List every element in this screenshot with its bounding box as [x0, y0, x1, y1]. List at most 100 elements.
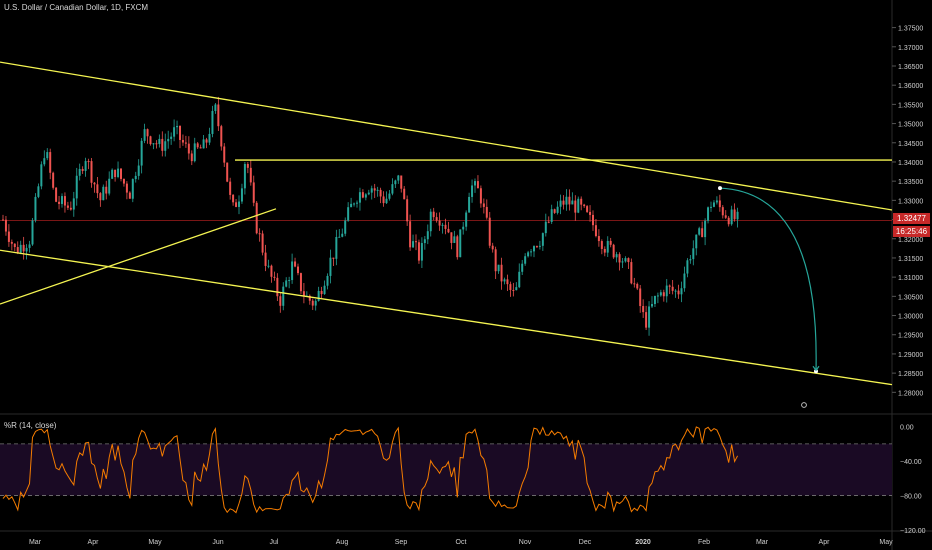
candle-body — [61, 196, 63, 204]
candle-body — [391, 184, 394, 194]
candle-body — [63, 196, 66, 206]
candle-body — [134, 175, 137, 180]
price-tick-label: 1.37000 — [898, 45, 923, 52]
candle-body — [491, 245, 494, 250]
candle-body — [122, 178, 125, 184]
candle-body — [450, 232, 453, 243]
candle-body — [249, 167, 252, 183]
price-tick-label: 1.33500 — [898, 179, 923, 186]
candle-body — [102, 186, 105, 201]
time-axis-label: Mar — [756, 539, 769, 546]
candle-body — [19, 244, 22, 253]
candle-body — [105, 186, 108, 194]
candle-body — [639, 288, 642, 307]
projection-arrow — [812, 365, 820, 372]
price-tick-label: 1.36000 — [898, 83, 923, 90]
candle-body — [376, 189, 379, 191]
candle-body — [276, 277, 279, 297]
candle-body — [314, 300, 317, 306]
candle-body — [264, 252, 267, 266]
candle-body — [329, 257, 332, 276]
candle-body — [258, 233, 261, 235]
candle-body — [456, 236, 459, 258]
indicator-title: %R (14, close) — [4, 421, 57, 430]
candle-body — [683, 273, 686, 289]
candle-body — [347, 207, 350, 221]
candle-body — [527, 252, 530, 257]
candle-body — [75, 175, 78, 199]
candle-body — [603, 248, 606, 253]
candle-body — [674, 290, 677, 292]
candle-body — [320, 290, 323, 295]
candle-body — [179, 125, 181, 140]
candle-body — [131, 179, 134, 199]
candle-body — [229, 181, 232, 195]
candle-body — [677, 290, 680, 295]
wr-tick-label: −80.00 — [900, 494, 922, 501]
candle-body — [125, 183, 128, 193]
candle-body — [471, 185, 474, 197]
candle-body — [246, 164, 249, 168]
candle-body — [184, 142, 187, 144]
candle-body — [500, 264, 503, 282]
candle-body — [574, 200, 577, 213]
candle-body — [562, 200, 565, 205]
candle-body — [199, 147, 202, 149]
candle-body — [474, 181, 476, 186]
candle-body — [78, 169, 81, 176]
candle-body — [96, 184, 99, 194]
candle-body — [353, 203, 356, 205]
candle-body — [373, 188, 376, 191]
candle-body — [279, 296, 282, 306]
price-tick-label: 1.32000 — [898, 237, 923, 244]
price-tick-label: 1.35000 — [898, 122, 923, 129]
candle-body — [409, 221, 412, 248]
candle-body — [317, 290, 320, 301]
candle-body — [680, 288, 683, 295]
price-tick-label: 1.30000 — [898, 314, 923, 321]
price-tick-label: 1.29000 — [898, 352, 923, 359]
candle-body — [335, 236, 338, 259]
candle-body — [93, 182, 96, 185]
candle-body — [568, 196, 571, 205]
candle-body — [128, 192, 131, 199]
candle-body — [645, 312, 648, 328]
price-tick-label: 1.28000 — [898, 390, 923, 397]
candle-body — [485, 206, 488, 218]
time-axis-label: Feb — [698, 539, 710, 546]
candle-body — [364, 194, 367, 198]
time-axis-label: Jun — [212, 539, 223, 546]
candle-body — [155, 143, 158, 145]
candle-body — [544, 221, 547, 234]
candle-body — [323, 285, 326, 295]
candle-body — [226, 162, 229, 182]
candle-body — [99, 193, 102, 201]
chart-title: U.S. Dollar / Canadian Dollar, 1D, FXCM — [4, 3, 149, 12]
candle-body — [459, 229, 462, 258]
candle-body — [476, 181, 479, 189]
candle-body — [618, 254, 621, 263]
candle-body — [556, 206, 559, 213]
candle-body — [223, 146, 226, 163]
candle-body — [482, 203, 485, 207]
candle-body — [594, 225, 597, 237]
candle-body — [34, 196, 37, 221]
candle-body — [190, 153, 193, 162]
candle-body — [671, 286, 674, 291]
candle-body — [550, 209, 553, 222]
candle-body — [435, 217, 438, 221]
candle-body — [686, 260, 689, 274]
time-axis-label: Apr — [88, 539, 100, 546]
candle-body — [181, 139, 184, 143]
candle-body — [297, 266, 299, 274]
candle-body — [432, 211, 435, 218]
candle-body — [40, 164, 43, 187]
candle-body — [648, 306, 651, 328]
candle-body — [350, 203, 353, 208]
candle-body — [583, 204, 586, 207]
candle-body — [689, 259, 692, 261]
candle-body — [120, 168, 122, 179]
candle-body — [285, 280, 288, 287]
candle-body — [712, 202, 715, 207]
